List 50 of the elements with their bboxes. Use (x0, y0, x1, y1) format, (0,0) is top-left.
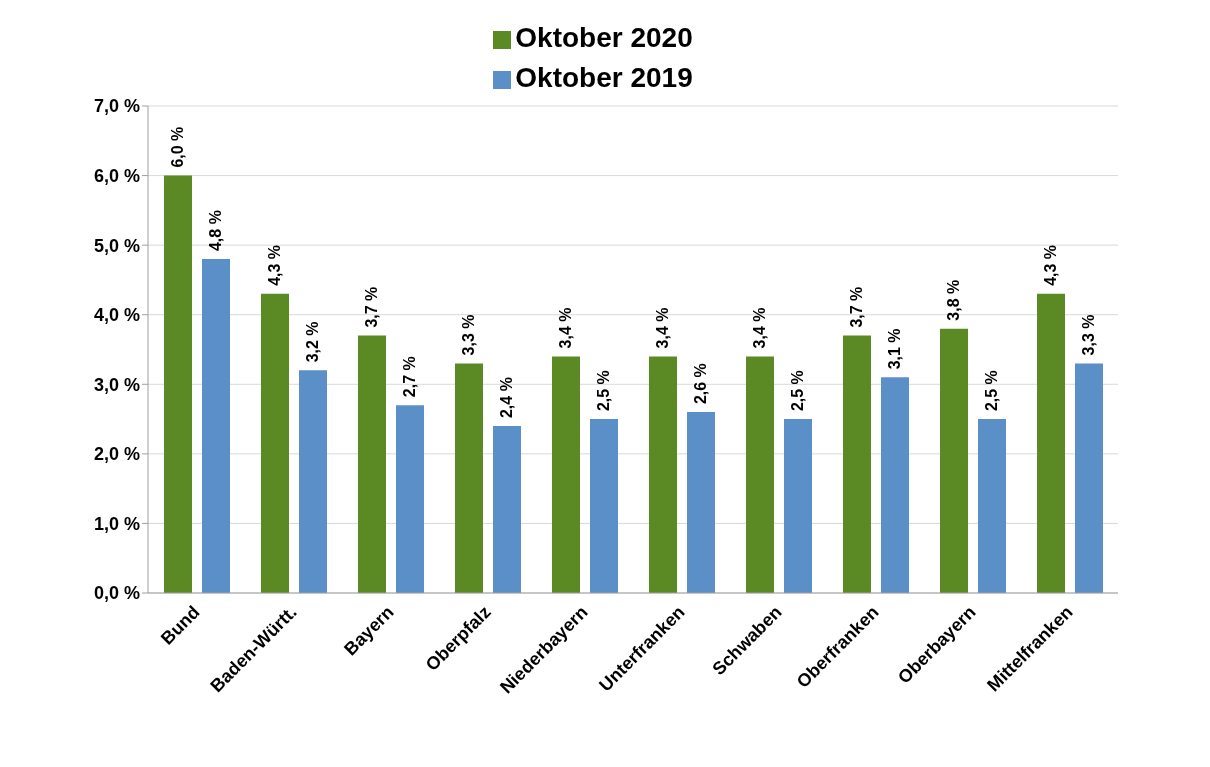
bar (202, 259, 230, 593)
bar (358, 335, 386, 593)
data-label: 2,4 % (498, 377, 516, 419)
bar (455, 363, 483, 593)
bar (396, 405, 424, 593)
bar (784, 419, 812, 593)
data-label: 3,3 % (460, 314, 478, 356)
data-label: 2,5 % (983, 370, 1001, 412)
legend-label: Oktober 2020 (515, 22, 693, 53)
y-tick-label: 4,0 % (93, 305, 140, 326)
data-label: 2,7 % (401, 356, 419, 398)
data-label: 3,4 % (557, 307, 575, 349)
bar (843, 335, 871, 593)
bar (261, 293, 289, 593)
bar (299, 370, 327, 593)
bar (881, 377, 909, 593)
data-label: 2,5 % (595, 370, 613, 412)
y-tick-label: 2,0 % (93, 444, 140, 465)
data-label: 3,1 % (886, 328, 904, 370)
bar (649, 356, 677, 593)
data-label: 2,6 % (692, 363, 710, 405)
data-label: 3,2 % (304, 321, 322, 363)
data-label: 4,3 % (266, 244, 284, 286)
bar (552, 356, 580, 593)
y-tick-label: 3,0 % (93, 374, 140, 395)
y-tick-label: 7,0 % (93, 96, 140, 117)
bar (687, 412, 715, 593)
bar (940, 328, 968, 593)
data-label: 6,0 % (169, 126, 187, 168)
y-tick-label: 5,0 % (93, 235, 140, 256)
bar (978, 419, 1006, 593)
bar (1075, 363, 1103, 593)
data-label: 3,3 % (1080, 314, 1098, 356)
data-label: 2,5 % (789, 370, 807, 412)
data-label: 3,7 % (848, 286, 866, 328)
y-tick-label: 1,0 % (93, 513, 140, 534)
bar (746, 356, 774, 593)
data-label: 3,8 % (945, 279, 963, 321)
legend-label: Oktober 2019 (515, 62, 693, 93)
data-label: 3,7 % (363, 286, 381, 328)
data-label: 4,8 % (207, 210, 225, 252)
bar (493, 426, 521, 593)
bar (590, 419, 618, 593)
y-tick-label: 6,0 % (93, 165, 140, 186)
data-label: 4,3 % (1042, 244, 1060, 286)
data-label: 3,4 % (751, 307, 769, 349)
bar (164, 175, 192, 593)
y-tick-label: 0,0 % (93, 583, 140, 604)
bar (1037, 293, 1065, 593)
data-label: 3,4 % (654, 307, 672, 349)
